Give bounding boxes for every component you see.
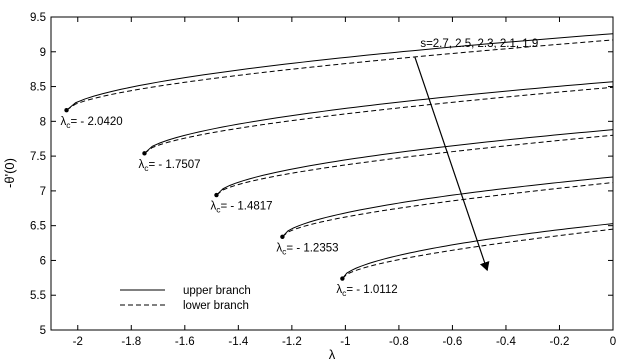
critical-lambda-value: = - 2.0420: [71, 116, 123, 128]
lower-branch-curve: [282, 182, 614, 238]
upper-branch-curve: [66, 33, 614, 111]
critical-value-label: λc= - 1.0112: [336, 284, 397, 298]
y-axis-label: -θ'(0): [2, 158, 17, 188]
critical-lambda-value: = - 1.2353: [286, 242, 338, 254]
x-tick-label: -0.6: [443, 336, 463, 348]
y-tick-label: 5: [40, 325, 46, 337]
critical-lambda-symbol: λ: [336, 284, 342, 296]
legend-lower-branch: lower branch: [183, 300, 249, 312]
x-tick-label: 0: [610, 336, 616, 348]
y-tick-label: 8: [40, 116, 46, 128]
x-tick-label: -0.4: [496, 336, 516, 348]
critical-point: [340, 276, 345, 281]
y-tick-label: 5.5: [30, 290, 46, 302]
critical-point: [214, 192, 219, 198]
upper-branch-curve: [144, 81, 614, 154]
critical-lambda-symbol: λ: [61, 116, 67, 128]
plot-frame: [50, 16, 614, 331]
x-tick-label: -0.8: [389, 336, 409, 348]
critical-value-label: λc= - 1.7507: [138, 159, 200, 173]
y-tick-label: 7.5: [30, 151, 46, 163]
lower-branch-curve: [144, 86, 614, 154]
critical-lambda-value: = - 1.0112: [346, 284, 397, 296]
critical-value-label: λc= - 1.4817: [210, 201, 272, 215]
y-tick-label: 9: [40, 47, 46, 59]
arrow-annotation-text: s=2.7, 2.5, 2.3, 2.1, 1.9: [420, 38, 538, 50]
critical-lambda-value: = - 1.4817: [220, 201, 272, 213]
critical-value-label: λc= - 1.2353: [276, 242, 338, 256]
arrow-line: [414, 57, 490, 272]
legend: upper branch lower branch: [120, 285, 251, 312]
x-tick-label: -0.2: [550, 336, 570, 348]
ticks-group: -2 -1.8 -1.6 -1.4 -1.2 -1 -0.8 -0.6 -0.4 -0.2 0 5 5.…: [30, 12, 616, 348]
critical-lambda-value: = - 1.7507: [148, 159, 200, 171]
arrow-annotation: s=2.7, 2.5, 2.3, 2.1, 1.9: [414, 38, 538, 272]
critical-lambda-subscript: c: [216, 205, 221, 215]
critical-lambda-subscript: c: [144, 163, 149, 173]
y-tick-label: 6.5: [30, 221, 46, 233]
critical-point: [142, 151, 147, 156]
critical-lambda-symbol: λ: [138, 159, 144, 171]
x-tick-label: -1.4: [228, 336, 248, 348]
curves-group: [64, 33, 614, 281]
legend-upper-branch: upper branch: [183, 285, 251, 297]
critical-value-label: λc= - 2.0420: [61, 116, 123, 130]
y-tick-label: 6: [40, 255, 46, 267]
critical-lambda-symbol: λ: [210, 201, 216, 213]
critical-lambda-subscript: c: [282, 246, 287, 256]
x-tick-label: -1.6: [175, 336, 195, 348]
upper-branch-curve: [282, 176, 614, 238]
y-tick-label: 9.5: [30, 12, 46, 24]
critical-lambda-subscript: c: [342, 288, 347, 298]
lower-branch-curve: [216, 134, 614, 196]
lower-branch-curve: [66, 39, 614, 111]
y-tick-label: 8.5: [30, 82, 46, 94]
critical-lambda-symbol: λ: [276, 242, 282, 254]
y-tick-label: 7: [40, 186, 46, 198]
x-tick-label: -1.2: [282, 336, 302, 348]
upper-branch-curve: [216, 129, 614, 196]
critical-point: [280, 234, 285, 239]
x-tick-label: -1.8: [121, 336, 141, 348]
x-tick-label: -2: [73, 336, 83, 348]
critical-lambda-subscript: c: [66, 120, 71, 130]
critical-point: [64, 108, 69, 113]
lower-branch-curve: [342, 228, 614, 279]
x-tick-label: -1: [340, 336, 350, 348]
x-axis-label: λ: [329, 347, 336, 362]
upper-branch-curve: [341, 223, 614, 279]
